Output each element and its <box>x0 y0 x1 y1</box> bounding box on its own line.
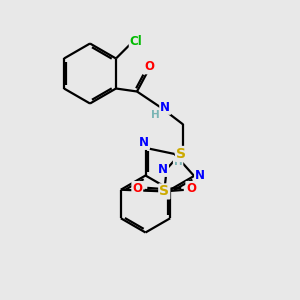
Text: N: N <box>160 101 170 114</box>
Text: H: H <box>151 110 159 121</box>
Text: O: O <box>144 60 154 74</box>
Text: N: N <box>139 136 149 149</box>
Text: N: N <box>195 169 205 182</box>
Text: O: O <box>132 182 142 195</box>
Text: S: S <box>159 184 169 198</box>
Text: N: N <box>158 163 168 176</box>
Text: Cl: Cl <box>130 35 142 48</box>
Text: H: H <box>174 157 182 167</box>
Text: O: O <box>186 182 196 195</box>
Text: S: S <box>176 147 186 161</box>
